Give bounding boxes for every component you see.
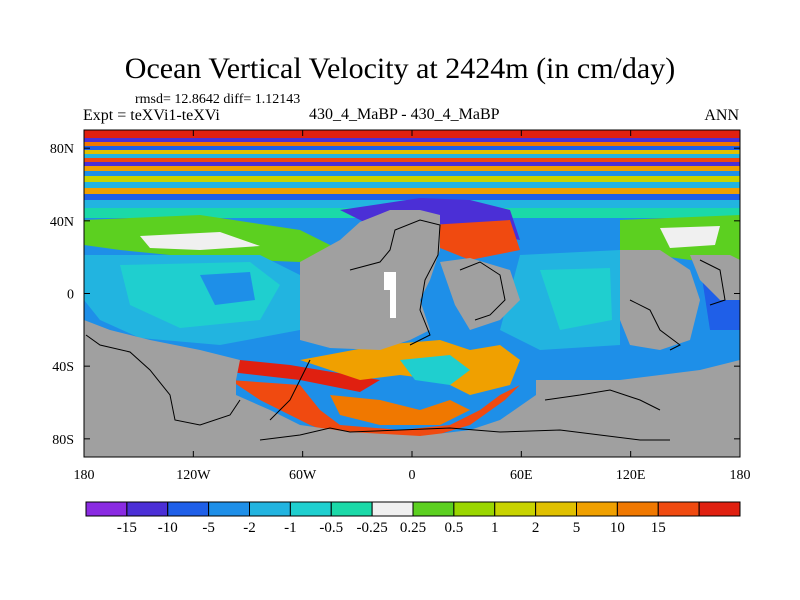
colorbar-swatch: [616, 501, 659, 517]
experiment-label: Expt = teXVi1-teXVi: [83, 107, 220, 124]
land: [84, 210, 740, 457]
missing-data: [384, 272, 396, 318]
arctic-band: [84, 188, 740, 194]
south-atlantic-patch: [330, 395, 470, 425]
map-field: [84, 130, 740, 457]
arctic-band: [84, 162, 740, 166]
period-label: ANN: [704, 107, 739, 124]
arctic-band: [84, 142, 740, 146]
x-tick-label: 60E: [510, 468, 533, 483]
colorbar-swatch: [412, 501, 455, 517]
colorbar-label: -5: [202, 520, 215, 536]
y-tick-label: 80S: [52, 433, 74, 448]
y-tick-label: 0: [67, 288, 74, 303]
north-rim: [430, 220, 520, 260]
x-tick-label: 60W: [289, 468, 317, 483]
colorbar-label: -0.25: [357, 520, 388, 536]
arctic-band: [84, 158, 740, 162]
arctic-band: [84, 182, 740, 188]
colorbar-swatch: [249, 501, 291, 517]
colorbar-swatch: [289, 501, 332, 517]
arctic-band: [84, 171, 740, 176]
colorbar-swatch: [698, 501, 741, 517]
colorbar-label: 10: [610, 520, 625, 536]
west-pacific-patch: [660, 226, 720, 248]
arctic-band: [84, 166, 740, 171]
south-atlantic-patch: [400, 355, 470, 385]
colorbar-label: 2: [532, 520, 540, 536]
colorbar-swatch: [167, 501, 210, 517]
coastlines: [85, 219, 726, 441]
colorbar-label: 15: [651, 520, 666, 536]
colorbar: -15 -10 -5 -2 -1 -0.5 -0.25 0.25 0.5 1 2 5 10 15: [85, 501, 741, 536]
x-tick-label: 120W: [176, 468, 211, 483]
colorbar-swatch: [576, 501, 618, 517]
colorbar-swatch: [208, 501, 250, 517]
colorbar-swatch: [494, 501, 537, 517]
x-axis: 180 120W 60W 0 60E 120E 180: [74, 130, 751, 483]
colorbar-swatch: [371, 501, 414, 517]
colorbar-swatch: [126, 501, 169, 517]
arctic-band: [84, 154, 740, 158]
x-tick-label: 0: [409, 468, 416, 483]
arctic-band: [84, 138, 740, 142]
arctic-band: [84, 150, 740, 154]
y-tick-label: 40N: [50, 215, 74, 230]
colorbar-label: -0.5: [319, 520, 343, 536]
x-tick-label: 180: [74, 468, 95, 483]
y-tick-label: 40S: [52, 360, 74, 375]
colorbar-label: 5: [573, 520, 581, 536]
colorbar-label: -1: [284, 520, 297, 536]
y-tick-label: 80N: [50, 142, 74, 157]
pacific-patch: [200, 272, 255, 305]
statistics-label: rmsd= 12.8642 diff= 1.12143: [135, 92, 301, 107]
colorbar-swatch: [330, 501, 373, 517]
colorbar-label: 0.5: [445, 520, 464, 536]
colorbar-swatch: [453, 501, 496, 517]
colorbar-swatch: [85, 501, 128, 517]
colorbar-label: -2: [243, 520, 256, 536]
arctic-band: [84, 194, 740, 200]
indian-ocean-patch: [540, 268, 612, 330]
colorbar-label: -10: [158, 520, 178, 536]
case-label: 430_4_MaBP - 430_4_MaBP: [309, 106, 500, 123]
colorbar-swatch: [535, 501, 577, 517]
x-tick-label: 120E: [616, 468, 646, 483]
north-pacific-patch: [140, 232, 260, 250]
arctic-band: [84, 176, 740, 182]
colorbar-label: 0.25: [400, 520, 426, 536]
y-axis: 80N 40N 0 40S 80S: [50, 142, 740, 448]
colorbar-label: -15: [117, 520, 137, 536]
southern-rim: [230, 380, 520, 440]
colorbar-label: 1: [491, 520, 499, 536]
colorbar-swatch: [657, 501, 700, 517]
plot-title: Ocean Vertical Velocity at 2424m (in cm/…: [124, 52, 676, 85]
x-tick-label: 180: [730, 468, 751, 483]
arctic-band: [84, 146, 740, 150]
